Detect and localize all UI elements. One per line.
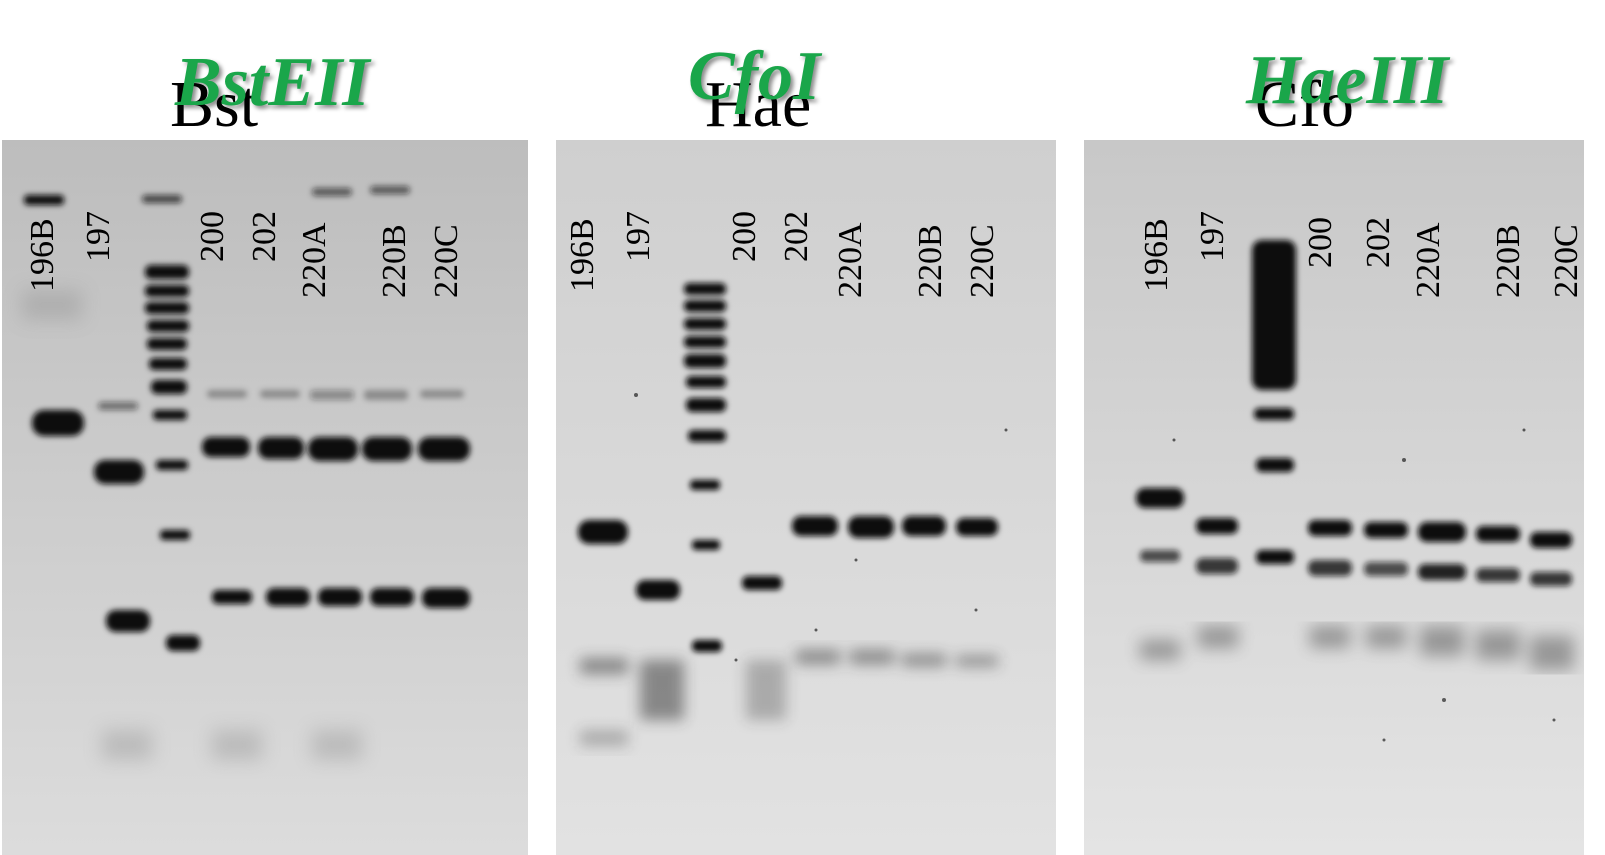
lane-label: 197 (1194, 211, 1231, 262)
lane-label: 202 (246, 211, 283, 262)
panel-title-cfo: Cfo (1255, 68, 1354, 141)
lane-label: 196B (564, 218, 601, 292)
lane-label: 200 (726, 211, 763, 262)
lane-label: 202 (778, 211, 815, 262)
gel-bands-cfo (1084, 140, 1584, 855)
lane-label: 202 (1360, 217, 1397, 268)
lane-label: 220A (1410, 222, 1447, 298)
lane-label: 220A (296, 222, 333, 298)
lane-label: 200 (1302, 217, 1339, 268)
lane-label: 220A (832, 222, 869, 298)
panel-title-bst: Bst (170, 68, 259, 141)
lane-label: 200 (194, 211, 231, 262)
lane-label: 220C (964, 224, 1001, 298)
panel-title-hae: Hae (705, 68, 812, 141)
enzyme-label-haeiii: HaeIII (1246, 42, 1449, 119)
enzyme-label-bsteii: BstEII (175, 44, 370, 121)
lane-label: 197 (80, 211, 117, 262)
lane-label: 220B (376, 224, 413, 298)
lane-label: 196B (24, 218, 61, 292)
gel-image-bst (2, 140, 528, 855)
gel-bands-bst (2, 140, 528, 855)
lane-label: 220C (1548, 224, 1585, 298)
lane-label: 220C (428, 224, 465, 298)
gel-bands-hae (556, 140, 1056, 855)
gel-image-cfo (1084, 140, 1584, 855)
lane-label: 196B (1138, 218, 1175, 292)
lane-label: 220B (912, 224, 949, 298)
gel-image-hae (556, 140, 1056, 855)
enzyme-label-cfoi: CfoI (688, 38, 821, 115)
lane-label: 220B (1490, 224, 1527, 298)
lane-label: 197 (620, 211, 657, 262)
